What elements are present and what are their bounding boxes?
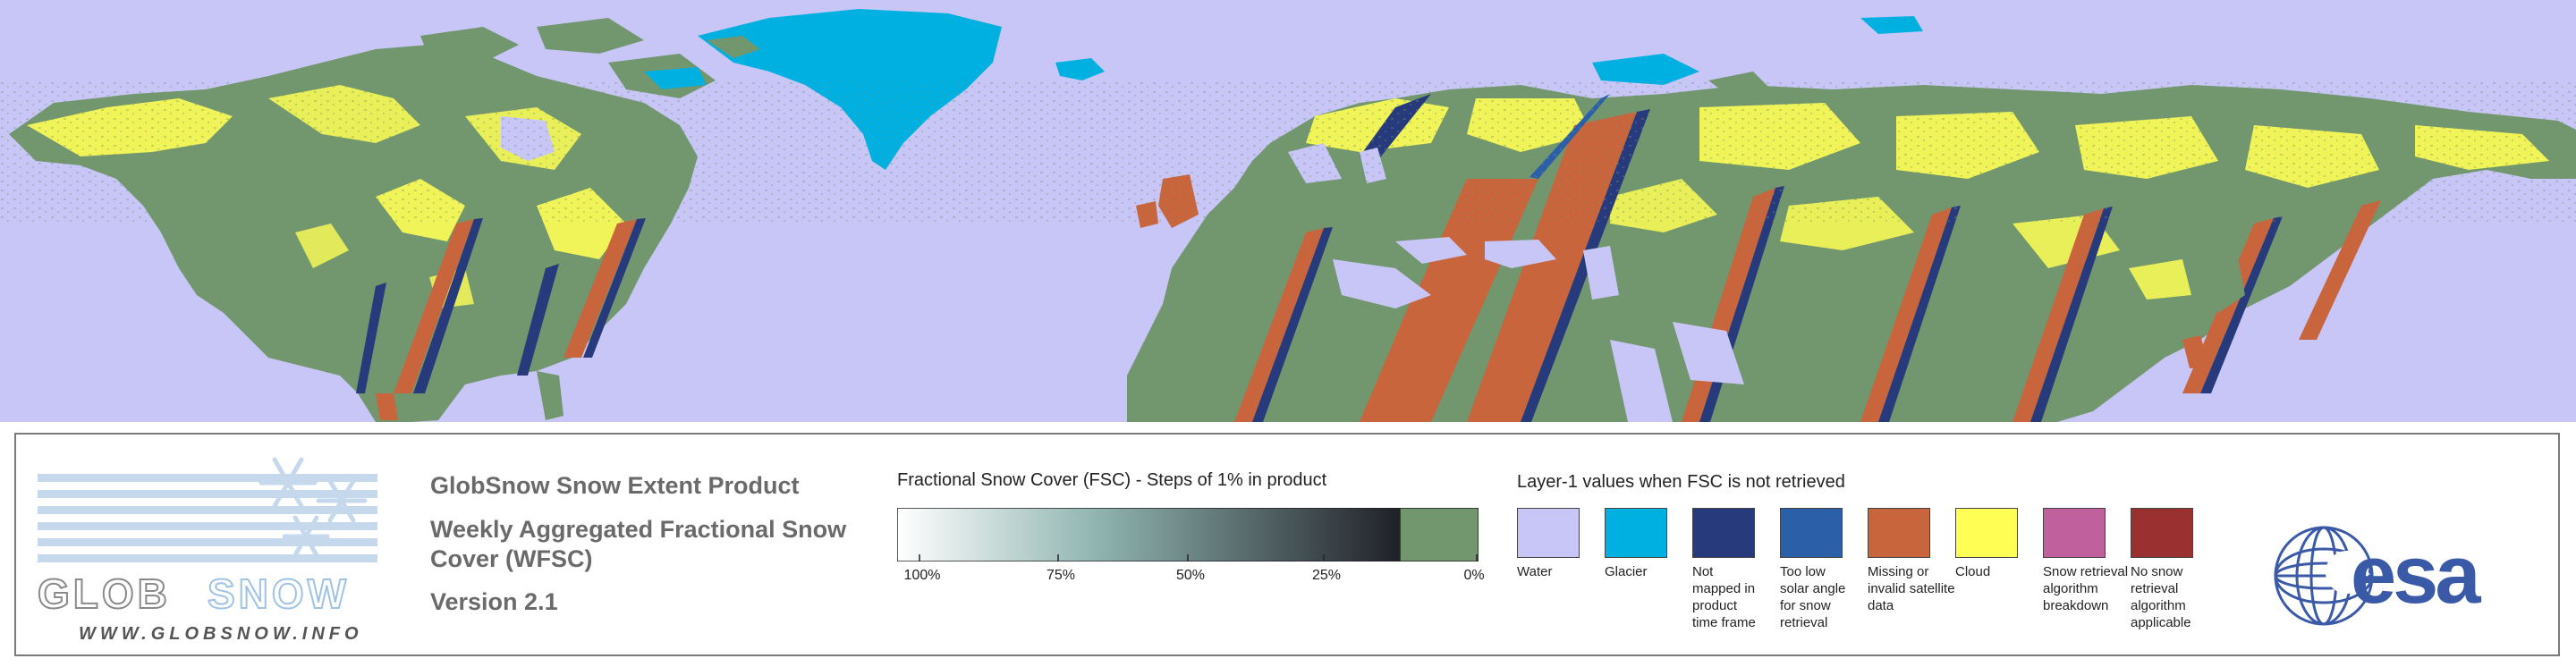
franz-josef-land <box>1860 16 1923 34</box>
map-canvas <box>0 9 2576 422</box>
logo-word-snow: SNOW <box>208 570 350 617</box>
fsc-tick-label: 100% <box>903 568 941 583</box>
legend-item-not-mapped: Not mapped in product time frame <box>1692 508 1782 631</box>
legend-item-no-algorithm: No snow retrieval algorithm applicable <box>2131 508 2220 631</box>
legend-swatch <box>2043 508 2106 558</box>
legend-item-algorithm-breakdown: Snow retrieval algorithm breakdown <box>2043 508 2132 614</box>
esa-logo: esa <box>2274 526 2485 626</box>
layer1-legend-title: Layer-1 values when FSC is not retrieved <box>1517 472 1845 492</box>
snow-cover-map <box>0 0 2576 422</box>
legend-swatch <box>1868 508 1930 558</box>
logo-word-glob: GLOB <box>38 570 171 617</box>
legend-label: Snow retrieval algorithm breakdown <box>2043 564 2129 613</box>
legend-swatch <box>1605 508 1667 558</box>
esa-globe-mask <box>2326 551 2368 594</box>
fsc-tick-label: 75% <box>1046 568 1076 583</box>
iceland <box>1055 58 1105 80</box>
svalbard <box>1592 54 1699 85</box>
legend-item-water: Water <box>1517 508 1606 580</box>
legend-label: Too low solar angle for snow retrieval <box>1780 564 1846 630</box>
legend-item-glacier: Glacier <box>1605 508 1694 580</box>
legend-swatch <box>1692 508 1755 558</box>
legend-label: Water <box>1517 564 1553 579</box>
legend-label: No snow retrieval algorithm applicable <box>2131 564 2191 630</box>
fsc-tick-label: 50% <box>1175 568 1206 583</box>
legend-item-low-solar-angle: Too low solar angle for snow retrieval <box>1780 508 1869 631</box>
esa-wordmark: esa <box>2351 529 2481 621</box>
legend-label: Glacier <box>1605 564 1648 579</box>
logo-url: WWW.GLOBSNOW.INFO <box>79 624 363 644</box>
legend-swatch <box>1780 508 1843 558</box>
legend-label: Not mapped in product time frame <box>1692 564 1756 630</box>
legend-label: Cloud <box>1955 564 1991 579</box>
product-title: GlobSnow Snow Extent Product <box>430 472 800 499</box>
fsc-legend-title: Fractional Snow Cover (FSC) - Steps of 1… <box>897 470 1327 490</box>
fsc-tick-label: 25% <box>1311 568 1342 583</box>
legend-item-cloud: Cloud <box>1955 508 2045 580</box>
globsnow-logo: GLOB SNOW WWW.GLOBSNOW.INFO <box>37 447 404 644</box>
fsc-color-bar <box>897 508 1479 561</box>
fsc-tick-label: 0% <box>1463 568 1485 583</box>
fsc-ticks <box>919 554 1478 561</box>
globsnow-logo-graphic: GLOB SNOW <box>37 457 377 618</box>
legend-item-missing-data: Missing or invalid satellite data <box>1868 508 1957 614</box>
legend-swatch <box>2131 508 2193 558</box>
legend-label: Missing or invalid satellite data <box>1868 564 1955 613</box>
product-subtitle: Weekly Aggregated Fractional Snow Cover … <box>430 516 847 572</box>
fsc-gradient <box>897 508 1401 561</box>
snowflake-icon <box>258 457 368 558</box>
product-version: Version 2.1 <box>430 588 558 615</box>
fsc-zero-swatch <box>1399 508 1479 561</box>
legend-swatch <box>1955 508 2018 558</box>
snow-speckle <box>0 80 2576 224</box>
legend-swatch <box>1517 508 1580 558</box>
legend-panel: GLOB SNOW WWW.GLOBSNOW.INFO GlobSnow Sno… <box>14 433 2560 656</box>
